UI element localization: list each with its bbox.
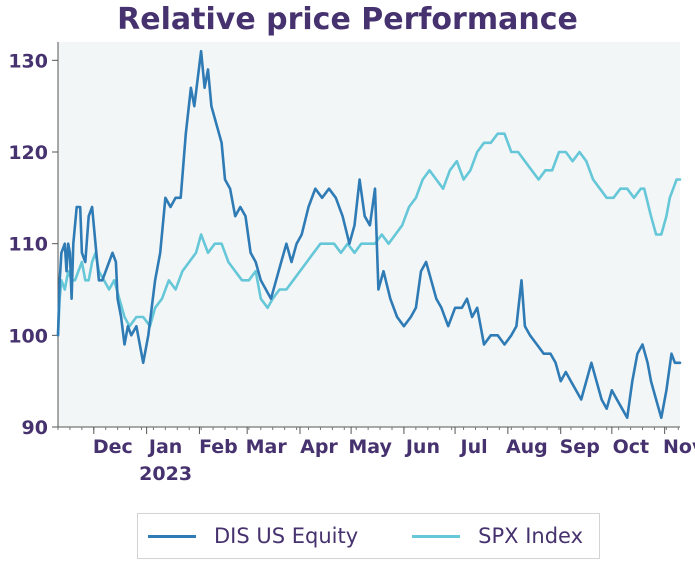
- x-tick-label: Aug: [506, 436, 548, 458]
- x-tick-label: Nov: [663, 436, 695, 458]
- x-tick-label: May: [348, 436, 392, 458]
- chart-title: Relative price Performance: [117, 2, 578, 37]
- x-tick-label: Feb: [199, 436, 238, 458]
- x-tick-label: Jun: [404, 436, 440, 458]
- legend-label-spx: SPX Index: [478, 524, 584, 548]
- x-tick-sublabel: 2023: [139, 463, 192, 485]
- y-tick-label: 130: [8, 50, 48, 72]
- legend-entry-spx: SPX Index: [402, 524, 583, 548]
- x-tick-label: Jan: [147, 436, 182, 458]
- chart-svg: 90 100 110 120 130 Dec Jan 2023 Feb Mar Apr May Jun…: [8, 42, 695, 485]
- x-tick-label: Jul: [459, 436, 488, 458]
- plot-area-background: [58, 42, 680, 427]
- y-axis: 90 100 110 120 130: [8, 42, 59, 439]
- x-tick-label: Sep: [560, 436, 600, 458]
- series-line-dis: [56, 49, 682, 420]
- x-axis: Dec Jan 2023 Feb Mar Apr May Jun Jul Aug Sep Oct Nov: [57, 426, 695, 485]
- series-line-spx: [56, 132, 682, 337]
- legend-entry-dis: DIS US Equity: [138, 524, 358, 548]
- y-tick-label: 120: [8, 142, 48, 164]
- x-tick-label: Apr: [300, 436, 338, 458]
- y-tick-label: 100: [8, 325, 48, 347]
- x-tick-label: Mar: [246, 436, 288, 458]
- series-layer: [56, 49, 682, 420]
- y-tick-label: 110: [8, 234, 48, 256]
- legend-swatch-dis: [148, 534, 196, 538]
- legend-label-dis: DIS US Equity: [214, 524, 359, 548]
- y-tick-label: 90: [22, 417, 48, 439]
- x-tick-label: Oct: [613, 436, 650, 458]
- legend: DIS US Equity SPX Index: [137, 513, 600, 559]
- legend-swatch-spx: [412, 534, 461, 538]
- x-tick-label: Dec: [93, 436, 133, 458]
